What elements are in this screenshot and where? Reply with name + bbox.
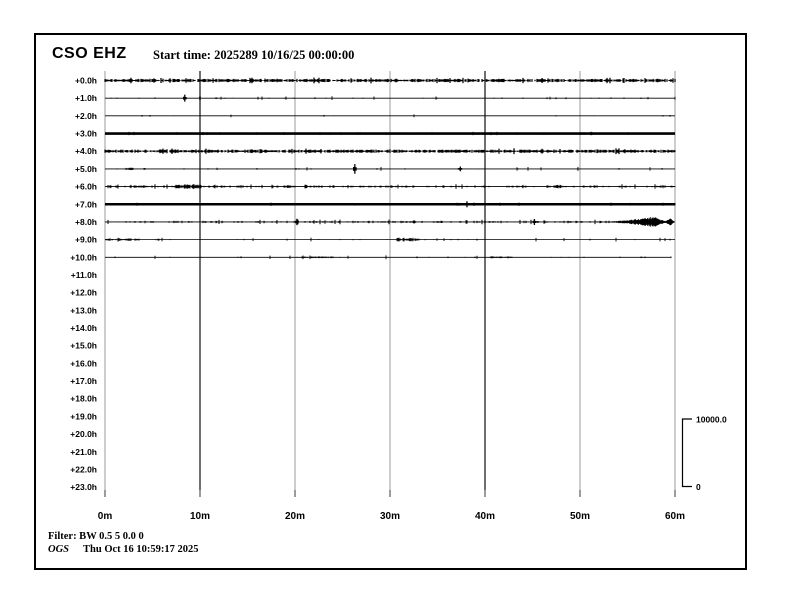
row-label: +12.0h: [70, 288, 97, 298]
row-label: +6.0h: [75, 182, 97, 192]
trace-noise-+8.0h: [105, 217, 674, 227]
row-label: +1.0h: [75, 93, 97, 103]
row-label: +9.0h: [75, 235, 97, 245]
filter-label: Filter: BW 0.5 5 0.0 0: [48, 531, 144, 542]
x-tick-label: 50m: [570, 511, 590, 522]
row-label: +20.0h: [70, 429, 97, 439]
render-timestamp: Thu Oct 16 10:59:17 2025: [83, 544, 199, 555]
row-label: +14.0h: [70, 323, 97, 333]
org-label: OGS: [48, 544, 70, 555]
trace-noise-+7.0h: [136, 202, 676, 206]
trace-noise-+3.0h: [128, 131, 639, 136]
row-label: +11.0h: [71, 270, 97, 280]
row-label: +13.0h: [70, 305, 97, 315]
row-label: +22.0h: [70, 464, 97, 474]
start-time-label: Start time: 2025289 10/16/25 00:00:00: [153, 48, 355, 62]
trace-noise-+2.0h: [141, 114, 671, 118]
x-tick-label: 60m: [665, 511, 685, 522]
row-label: +16.0h: [70, 358, 97, 368]
x-tick-label: 0m: [98, 511, 113, 522]
trace-spike-+8.0h: [295, 218, 299, 226]
scale-bar-bracket: [681, 418, 692, 488]
row-label: +10.0h: [70, 252, 97, 262]
trace-noise-+9.0h: [105, 237, 671, 242]
row-label: +17.0h: [70, 376, 97, 386]
row-label: +0.0h: [75, 76, 97, 86]
trace-spike-+8.0h: [532, 218, 537, 225]
x-tick-label: 10m: [190, 511, 210, 522]
footer-credit: OGS Thu Oct 16 10:59:17 2025: [48, 544, 199, 555]
row-label: +21.0h: [70, 447, 97, 457]
row-label: +7.0h: [75, 199, 97, 209]
trace-spike-+7.0h: [465, 201, 469, 208]
trace-noise-+10.0h: [114, 255, 672, 260]
row-label: +23.0h: [70, 482, 97, 492]
row-label: +19.0h: [70, 411, 97, 421]
trace-noise-+4.0h: [104, 148, 676, 155]
row-label: +5.0h: [75, 164, 97, 174]
trace-spike-+5.0h: [458, 166, 463, 172]
plot-border: [34, 33, 747, 570]
trace-spike-+1.0h: [182, 94, 187, 102]
trace-noise-+0.0h: [104, 77, 676, 84]
row-label: +18.0h: [70, 394, 97, 404]
scale-bar-min-label: 0: [696, 482, 701, 492]
scale-bar-max-label: 10000.0: [696, 415, 727, 425]
trace-noise-+6.0h: [107, 184, 676, 189]
x-tick-label: 20m: [285, 511, 305, 522]
trace-spike-+5.0h: [353, 164, 357, 174]
row-label: +3.0h: [75, 129, 97, 139]
row-label: +15.0h: [70, 341, 97, 351]
row-label: +4.0h: [75, 146, 97, 156]
trace-noise-+5.0h: [116, 166, 665, 171]
row-label: +8.0h: [75, 217, 97, 227]
x-tick-label: 40m: [475, 511, 495, 522]
x-tick-label: 30m: [380, 511, 400, 522]
row-label: +2.0h: [75, 111, 97, 121]
trace-noise-+1.0h: [110, 96, 676, 100]
station-title: CSO EHZ: [52, 45, 127, 62]
